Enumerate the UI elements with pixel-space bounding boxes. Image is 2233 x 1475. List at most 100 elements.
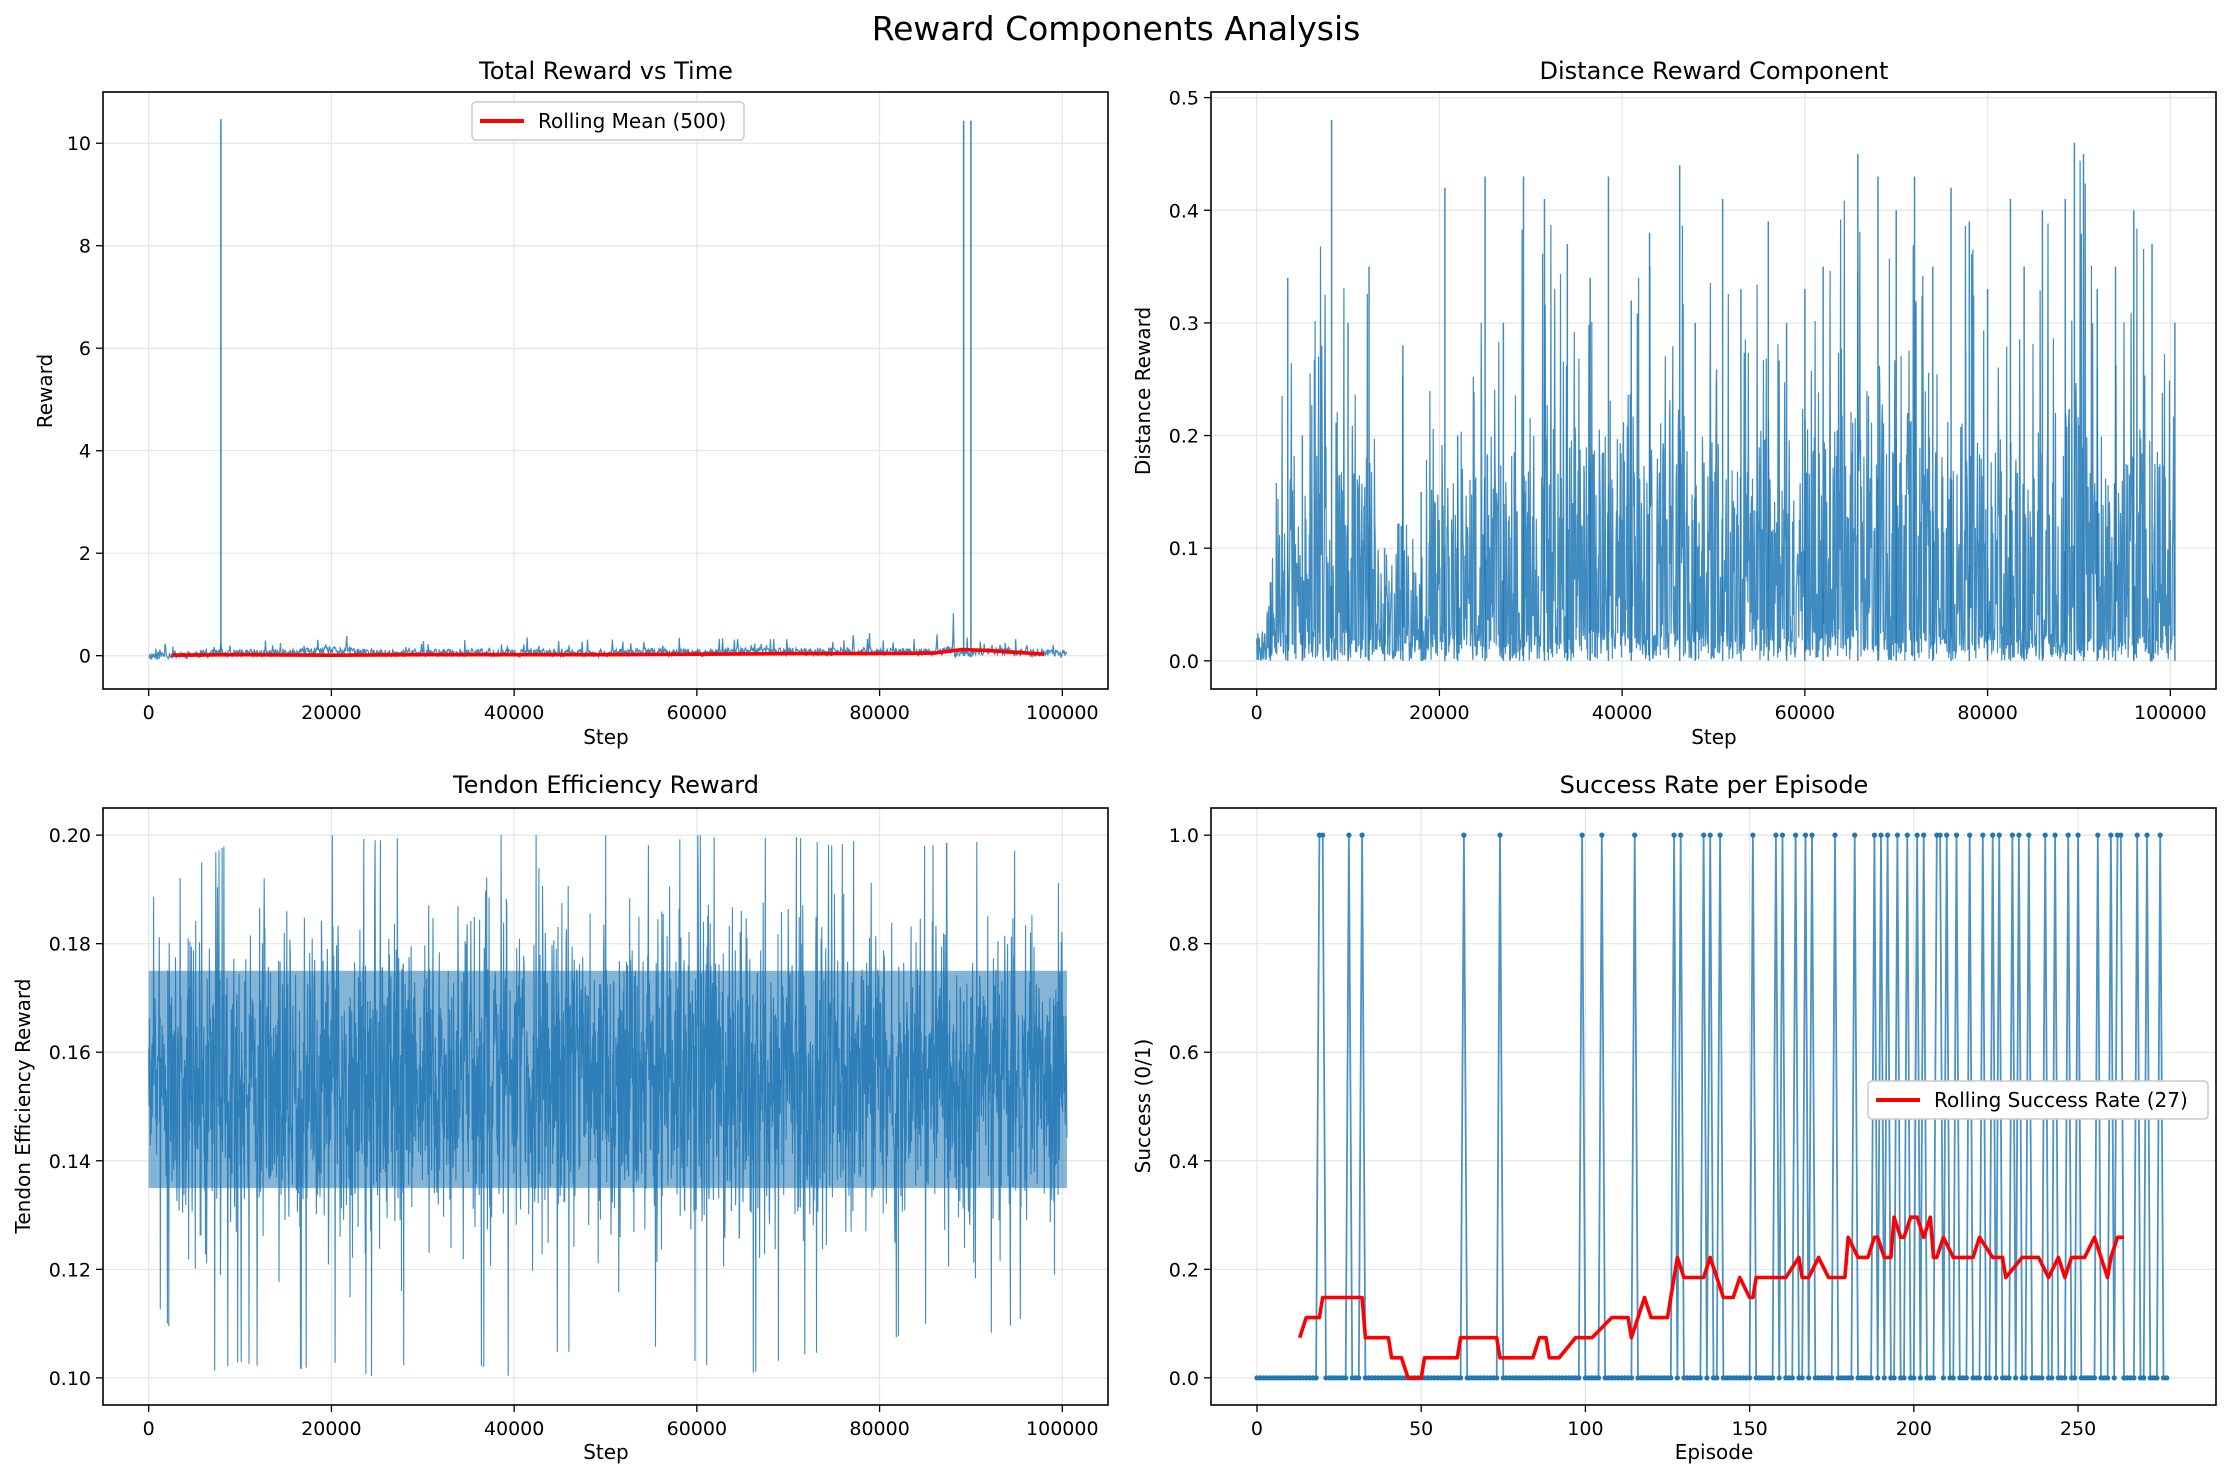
total-ytick-label: 10 xyxy=(67,133,91,155)
success-point xyxy=(1950,1375,1956,1381)
success-rate-legend: Rolling Success Rate (27) xyxy=(1867,1080,2209,1120)
success-point xyxy=(1632,832,1638,838)
total-series-group xyxy=(148,119,1068,661)
success-point xyxy=(1674,1375,1680,1381)
distance-reward-yticks: 0.0 0.1 0.2 0.3 0.4 0.5 xyxy=(1169,88,1211,673)
success-series-group xyxy=(1254,832,2170,1381)
success-rate-panel: Success Rate per Episode Episode Success… xyxy=(1131,771,2217,1464)
total-reward-xlabel: Step xyxy=(583,725,629,749)
success-xtick-label: 0 xyxy=(1251,1418,1263,1440)
success-point xyxy=(1848,1375,1855,1381)
success-point xyxy=(1901,1375,1907,1381)
tendon-xtick-label: 100000 xyxy=(1026,1418,1099,1440)
total-xtick-label: 60000 xyxy=(667,702,727,724)
distance-ytick-label: 0.1 xyxy=(1169,538,1199,560)
success-point xyxy=(1986,1375,1992,1381)
success-point xyxy=(2009,832,2015,838)
success-point xyxy=(2072,1375,2078,1381)
total-reward-raw-line xyxy=(148,613,1068,661)
tendon-efficiency-xticks: 0 20000 40000 60000 80000 100000 xyxy=(143,1405,1099,1440)
success-point xyxy=(1930,1375,1937,1381)
tendon-efficiency-title: Tendon Efficiency Reward xyxy=(452,771,759,799)
success-ytick-label: 0.8 xyxy=(1169,934,1199,956)
success-rate-xticks: 0 50 100 150 200 250 xyxy=(1251,1405,2096,1440)
success-point xyxy=(1770,1375,1776,1381)
success-point xyxy=(1773,832,1779,838)
success-xtick-label: 200 xyxy=(1896,1418,1932,1440)
success-point xyxy=(1779,832,1786,838)
success-point xyxy=(1799,1375,1805,1381)
success-point xyxy=(2164,1375,2170,1381)
total-ytick-label: 2 xyxy=(79,543,91,565)
success-point xyxy=(1802,832,1809,838)
total-ytick-label: 6 xyxy=(79,338,91,360)
success-point xyxy=(1953,832,1960,838)
success-point xyxy=(1714,1375,1720,1381)
tendon-efficiency-plot-area xyxy=(102,807,1109,1406)
distance-ytick-label: 0.5 xyxy=(1169,88,1199,110)
rolling-success-rate-line xyxy=(1297,1215,2124,1380)
success-point xyxy=(1904,832,1910,838)
total-reward-title: Total Reward vs Time xyxy=(478,57,733,85)
tendon-xtick-label: 80000 xyxy=(849,1418,909,1440)
tendon-efficiency-panel: Tendon Efficiency Reward Step Tendon Eff… xyxy=(11,771,1109,1464)
success-point xyxy=(1313,1375,1319,1381)
success-point xyxy=(1980,832,1986,838)
distance-axes-frame xyxy=(1210,91,2217,690)
tendon-ytick-label: 0.20 xyxy=(49,825,91,847)
success-point xyxy=(1878,832,1884,838)
success-point xyxy=(2105,1375,2111,1381)
tendon-ytick-label: 0.18 xyxy=(49,934,91,956)
success-point xyxy=(1697,1375,1703,1381)
distance-reward-xlabel: Step xyxy=(1691,725,1737,749)
success-point xyxy=(1829,1375,1835,1381)
tendon-ytick-label: 0.14 xyxy=(49,1151,91,1173)
success-point xyxy=(1963,1375,1969,1381)
success-point xyxy=(2026,832,2032,838)
success-xtick-label: 50 xyxy=(1409,1418,1433,1440)
total-xtick-label: 80000 xyxy=(849,702,909,724)
success-point xyxy=(1806,1375,1812,1381)
success-point xyxy=(1789,1375,1795,1381)
tendon-axes-frame xyxy=(102,807,1109,1406)
success-point xyxy=(2022,1375,2029,1381)
success-point xyxy=(1497,832,1503,838)
success-point xyxy=(1461,832,1467,838)
success-xtick-label: 100 xyxy=(1567,1418,1603,1440)
success-point xyxy=(2049,1375,2055,1381)
success-point xyxy=(2118,832,2124,838)
total-reward-plot-area xyxy=(102,91,1109,690)
distance-xtick-label: 0 xyxy=(1251,702,1263,724)
success-point xyxy=(1911,1375,1917,1381)
success-point xyxy=(2144,832,2150,838)
success-point xyxy=(1852,832,1858,838)
success-point xyxy=(1793,832,1799,838)
distance-reward-xticks: 0 20000 40000 60000 80000 100000 xyxy=(1251,689,2207,724)
tendon-efficiency-dense-band xyxy=(148,970,1067,1188)
success-point xyxy=(1701,832,1707,838)
success-point xyxy=(1921,832,1927,838)
distance-series-group xyxy=(1256,120,2176,663)
success-point xyxy=(2062,1375,2068,1381)
total-ytick-label: 4 xyxy=(79,441,91,463)
success-axes-frame xyxy=(1210,807,2217,1406)
total-reward-yticks: 0 2 4 6 8 10 xyxy=(67,133,103,668)
success-point xyxy=(1458,1375,1464,1381)
success-point xyxy=(2042,832,2048,838)
tendon-efficiency-xlabel: Step xyxy=(583,1440,629,1464)
success-point xyxy=(1891,1375,1897,1381)
total-reward-panel: Total Reward vs Time Step Reward 0 20000 4… xyxy=(33,57,1109,749)
success-point xyxy=(2013,1375,2019,1381)
success-rate-plot-area xyxy=(1210,807,2217,1406)
tendon-series-group xyxy=(148,835,1068,1376)
distance-xtick-label: 80000 xyxy=(1957,702,2017,724)
success-point xyxy=(1346,832,1352,838)
success-rate-title: Success Rate per Episode xyxy=(1560,771,1869,799)
success-point xyxy=(2016,832,2022,838)
tendon-xtick-label: 40000 xyxy=(484,1418,544,1440)
success-ytick-label: 0.6 xyxy=(1169,1042,1199,1064)
success-point xyxy=(1914,832,1920,838)
success-point xyxy=(2131,1375,2137,1381)
success-point xyxy=(1940,1375,1947,1381)
